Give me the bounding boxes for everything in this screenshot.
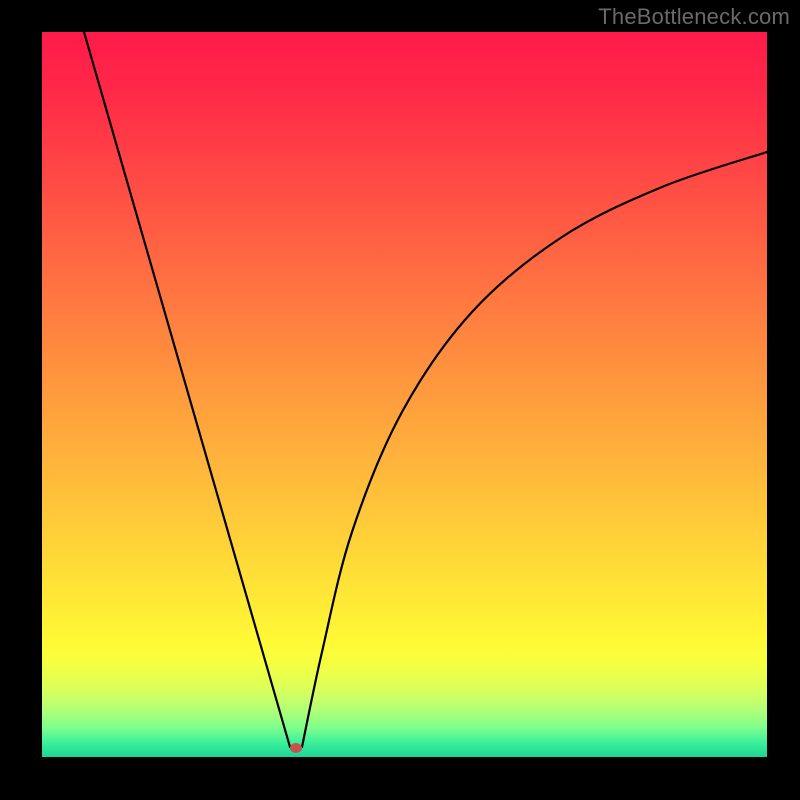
curve-path [84,32,767,747]
bottleneck-curve [42,32,767,757]
watermark-text: TheBottleneck.com [598,4,790,30]
chart-plot-area [42,32,767,757]
minimum-marker [290,743,302,753]
